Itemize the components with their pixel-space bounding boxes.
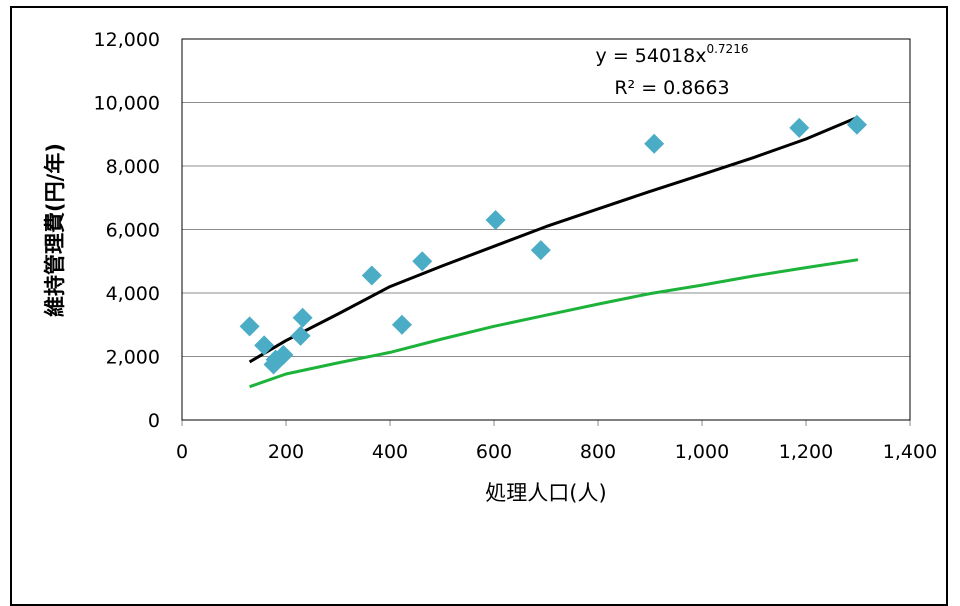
trend-line [249,258,859,389]
y-tick-label: 0 [148,410,160,432]
x-tick-label: 0 [176,441,188,463]
x-tick-label: 800 [580,441,616,463]
data-point [290,325,311,346]
x-tick-label: 200 [268,441,304,463]
scatter-chart: 0 2,000 4,000 6,000 8,000 10,000 12,000 0 200 40… [43,29,937,505]
y-axis-title: 維持管理費(円/年) [43,143,67,317]
trend-line [248,115,859,364]
data-point [644,133,665,154]
y-tick-label: 4,000 [106,283,160,305]
data-point [789,117,810,138]
data-point [254,335,275,356]
x-tick-label: 400 [372,441,408,463]
x-tick-labels: 0 200 400 600 800 1,000 1,200 1,400 [176,441,937,463]
y-tick-label: 6,000 [106,220,160,242]
equation-exponent: 0.7216 [706,42,748,56]
x-tick-label: 1,200 [779,441,833,463]
x-tick-label: 600 [476,441,512,463]
plot-area [181,38,911,421]
equation-base: y = 54018x [596,45,707,67]
trendline-equation: y = 54018x0.7216 [596,42,749,67]
data-point [485,209,506,230]
data-point [273,344,294,365]
y-tick-label: 12,000 [94,29,160,51]
data-point [846,114,867,135]
data-point [292,307,313,328]
data-point [239,316,260,337]
trend-lines [248,115,859,389]
r-squared-label: R² = 0.8663 [614,77,729,99]
y-tick-labels: 0 2,000 4,000 6,000 8,000 10,000 12,000 [94,29,160,432]
x-tick-label: 1,000 [675,441,729,463]
y-tick-label: 10,000 [94,93,160,115]
y-tick-label: 2,000 [106,347,160,369]
x-tick-label: 1,400 [883,441,937,463]
data-point [391,314,412,335]
x-axis-title: 処理人口(人) [485,481,606,505]
data-point [530,240,551,261]
y-tick-label: 8,000 [106,156,160,178]
data-point [412,251,433,272]
data-points [239,114,867,375]
data-point [361,265,382,286]
grid-lines [181,38,911,426]
